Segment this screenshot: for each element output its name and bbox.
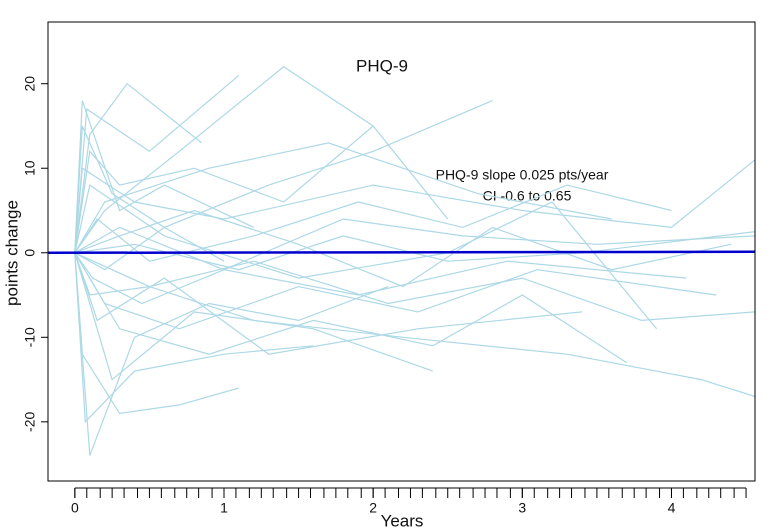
- trajectory: [74, 184, 658, 330]
- y-tick-label: 10: [22, 160, 38, 176]
- trajectory: [74, 209, 732, 288]
- trajectory: [74, 125, 374, 253]
- x-tick-label: 1: [220, 500, 228, 516]
- trajectory: [74, 252, 687, 305]
- x-tick-label: 0: [71, 500, 79, 516]
- trajectory: [74, 252, 314, 424]
- y-tick-label: 0: [22, 249, 38, 257]
- y-tick-label: 20: [22, 76, 38, 92]
- plot-frame: [47, 21, 756, 482]
- trajectory: [74, 159, 756, 253]
- trajectory: [74, 252, 389, 456]
- x-tick-label: 2: [369, 500, 377, 516]
- chart-title: PHQ-9: [356, 56, 408, 75]
- trajectory: [74, 252, 434, 381]
- trajectory: [74, 218, 756, 271]
- fit-line: [47, 250, 756, 255]
- trajectory: [74, 252, 717, 330]
- trajectory: [74, 66, 449, 254]
- y-tick-label: -10: [22, 327, 38, 347]
- x-tick-label: 3: [518, 500, 526, 516]
- trajectory: [74, 100, 255, 253]
- y-axis-label: points change: [2, 200, 21, 306]
- trajectory: [74, 252, 756, 398]
- trajectory: [74, 82, 202, 253]
- trajectory: [74, 100, 493, 271]
- annotation: PHQ-9 slope 0.025 pts/year: [436, 167, 609, 183]
- trajectory: [74, 252, 583, 355]
- trajectory: [74, 252, 756, 322]
- trajectory: [74, 142, 612, 254]
- trajectory: [74, 252, 628, 364]
- trajectory: [74, 252, 240, 415]
- trajectory: [74, 125, 225, 262]
- plot: -20 -10 0 10 20 0 1 2 3 4: [22, 21, 756, 516]
- x-axis-label: Years: [381, 511, 424, 530]
- trajectory: [74, 184, 672, 262]
- y-tick-label: -20: [22, 411, 38, 431]
- x-tick-label: 4: [668, 500, 676, 516]
